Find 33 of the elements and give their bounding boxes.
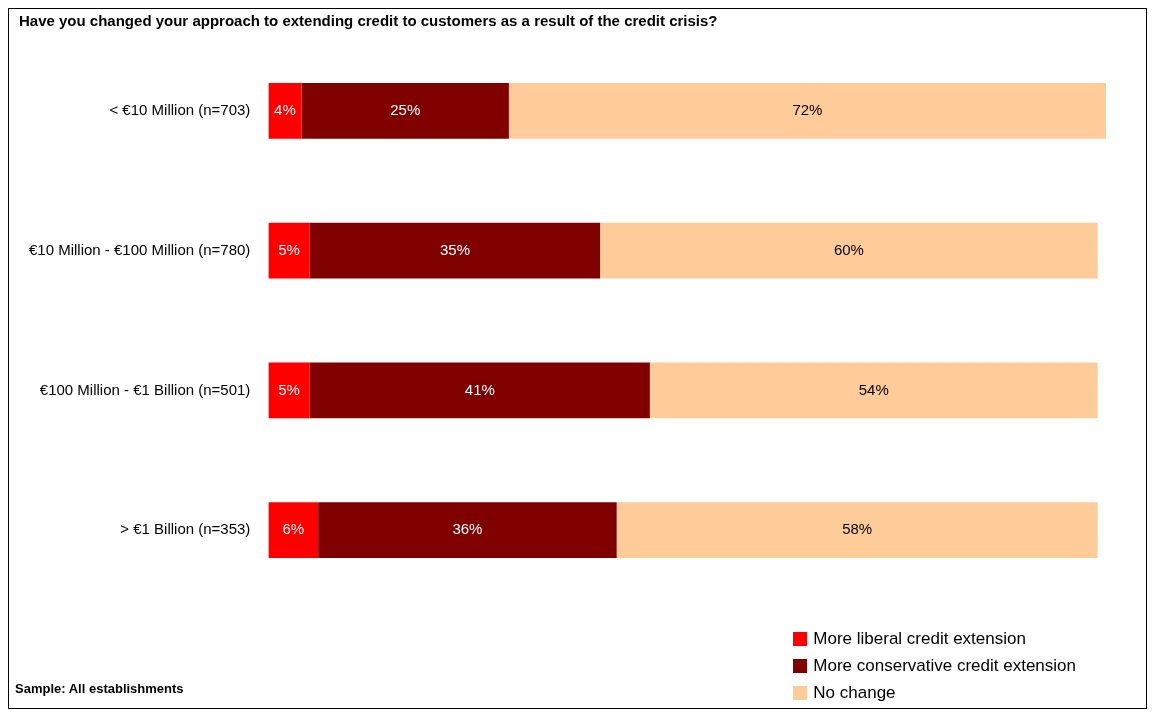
data-label: 54% bbox=[858, 380, 889, 398]
bar bbox=[268, 502, 319, 559]
data-label: 72% bbox=[792, 101, 823, 119]
data-label: 36% bbox=[452, 520, 483, 538]
y-tick-label: > €1 Billion (n=353) bbox=[120, 520, 251, 538]
data-label: 25% bbox=[390, 101, 421, 119]
chart-title: Have you changed your approach to extending credit to customers as a result of the credit crisis? bbox=[19, 12, 718, 30]
y-tick-label: €10 Million - €100 Million (n=780) bbox=[28, 240, 251, 258]
data-label: 6% bbox=[282, 520, 305, 538]
bar bbox=[508, 82, 1106, 139]
text: Sample: All establishments bbox=[15, 681, 184, 696]
legend-label: More conservative credit extension bbox=[813, 655, 1076, 676]
bar bbox=[600, 222, 1098, 279]
y-tick-label: €100 Million - €1 Billion (n=501) bbox=[39, 380, 251, 398]
legend-label: No change bbox=[813, 682, 896, 703]
data-label: 60% bbox=[833, 240, 864, 258]
bar bbox=[616, 502, 1098, 559]
bar bbox=[318, 502, 617, 559]
data-label: 41% bbox=[464, 380, 495, 398]
data-label: 58% bbox=[842, 520, 873, 538]
bar bbox=[268, 362, 310, 419]
data-label: 5% bbox=[278, 380, 300, 398]
bar bbox=[309, 362, 650, 419]
legend-label: More liberal credit extension bbox=[813, 628, 1026, 649]
bar bbox=[268, 222, 310, 279]
data-label: 5% bbox=[278, 240, 300, 258]
bar bbox=[309, 222, 601, 279]
bar bbox=[649, 362, 1098, 419]
bar bbox=[301, 82, 509, 139]
data-label: 4% bbox=[274, 101, 296, 119]
data-label: 35% bbox=[439, 240, 470, 258]
y-tick-label: < €10 Million (n=703) bbox=[109, 101, 251, 119]
bar bbox=[268, 82, 302, 139]
